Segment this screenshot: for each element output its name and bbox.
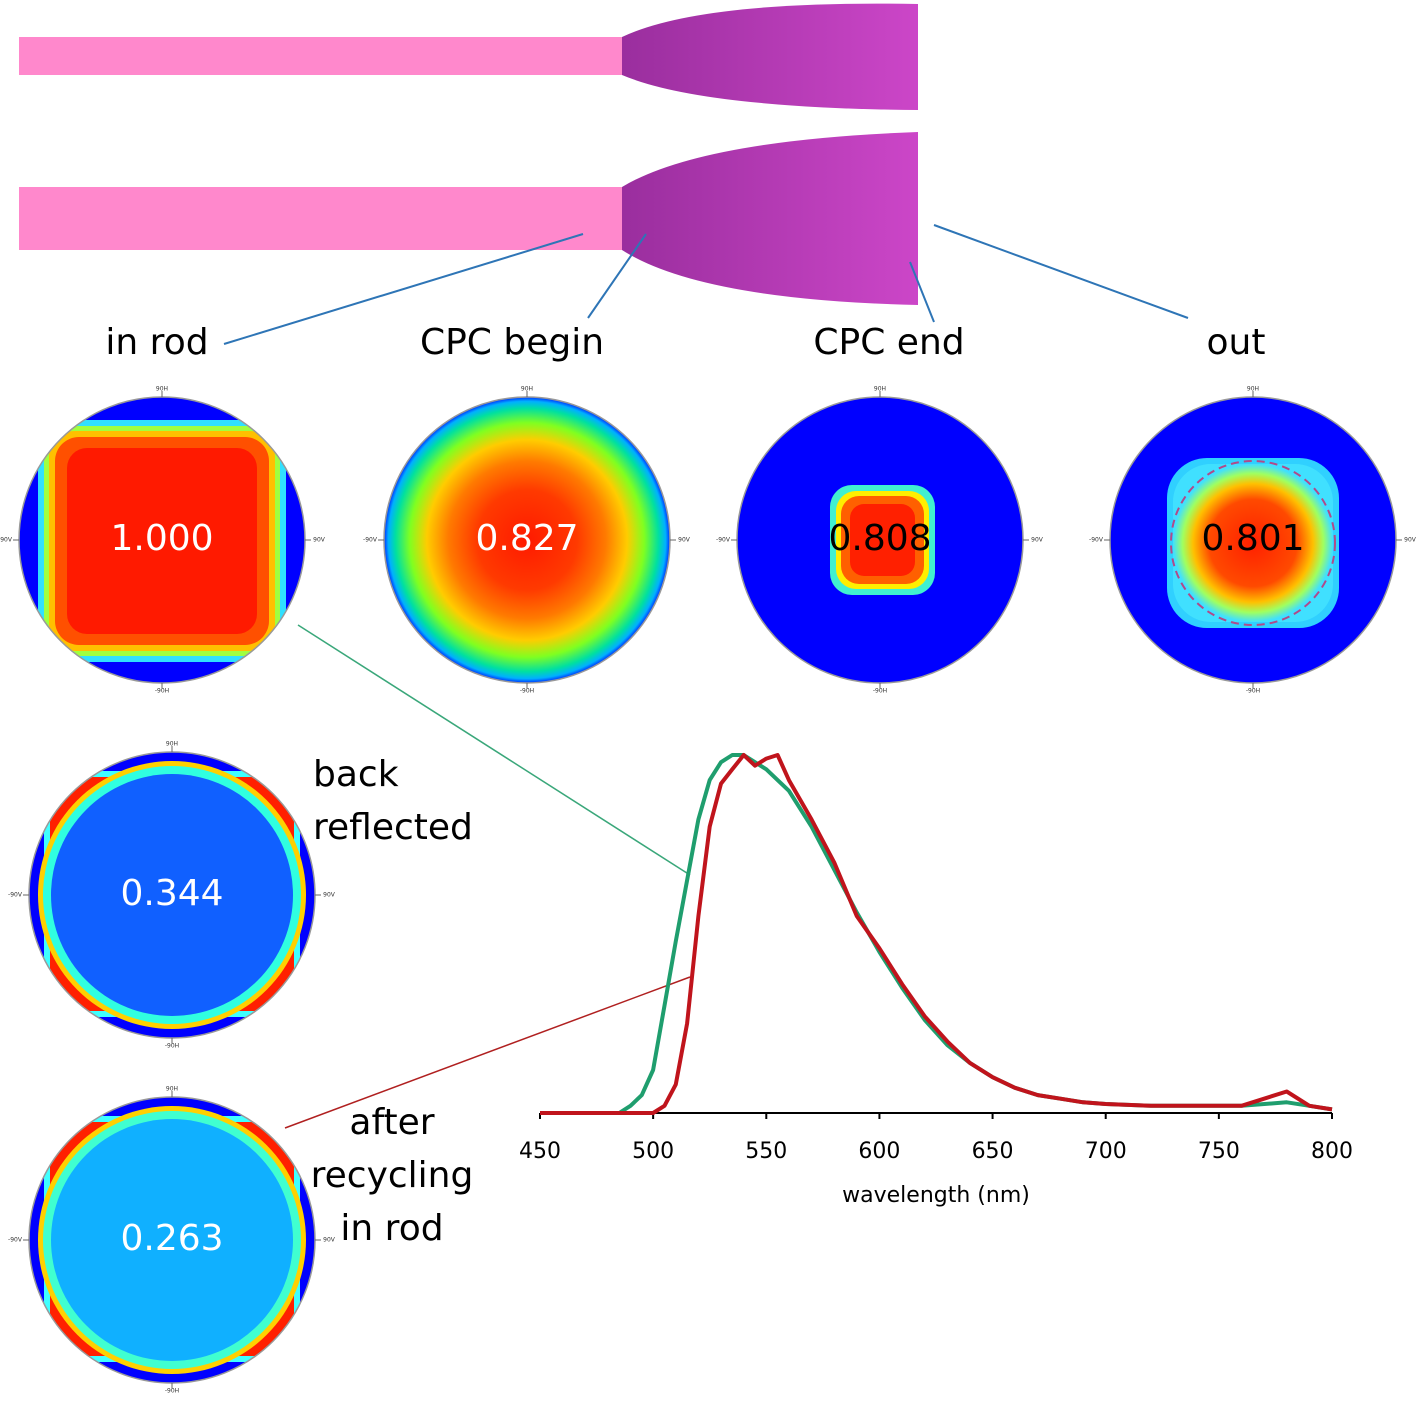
polar-axis-label: 90H	[166, 1086, 178, 1093]
polar-value: 0.344	[120, 873, 223, 914]
polar-plot: 0.344 90H -90H -90V 90V	[8, 741, 336, 1050]
x-axis-title: wavelength (nm)	[842, 1183, 1030, 1208]
stage-label: in rod	[105, 322, 208, 363]
cpc	[622, 3, 918, 110]
polar-value: 0.827	[475, 518, 578, 559]
polar-axis-label: -90V	[0, 537, 13, 544]
polar-axis-label: 90H	[156, 386, 168, 393]
x-tick-label: 500	[632, 1139, 674, 1164]
polar-axis-label: 90V	[323, 1237, 336, 1244]
polar-plot: 0.827 90H -90H -90V 90V	[363, 386, 691, 695]
polar-axis-label: 90V	[1031, 537, 1044, 544]
spectrum-line	[540, 753, 1333, 1115]
polar-axis-label: -90H	[1246, 688, 1260, 695]
polar-axis-label: -90V	[716, 537, 731, 544]
polar-axis-label: 90H	[166, 741, 178, 748]
spectrum-line	[540, 753, 1333, 1115]
rod	[19, 187, 622, 250]
polar-axis-label: -90V	[1089, 537, 1104, 544]
polar-axis-label: -90H	[165, 1388, 179, 1395]
stage-label: CPC end	[813, 322, 964, 363]
polar-value: 0.808	[828, 518, 931, 559]
polar-plot: 1.000 90H -90H -90V 90V	[0, 386, 326, 695]
polar-axis-label: 90H	[874, 386, 886, 393]
stage-label: CPC begin	[420, 322, 604, 363]
side-label: recycling	[311, 1155, 474, 1196]
side-label: back	[313, 754, 399, 795]
leader-line	[284, 976, 691, 1129]
x-tick-label: 550	[745, 1139, 787, 1164]
side-label: in rod	[340, 1208, 443, 1249]
polar-plot: 0.263 90H -90H -90V 90V	[8, 1086, 336, 1395]
stage-label: out	[1207, 322, 1266, 363]
leader-line	[297, 624, 691, 876]
polar-axis-label: 90V	[313, 537, 326, 544]
leader-lines	[223, 224, 1189, 345]
cpc	[622, 132, 918, 305]
polar-axis-label: -90V	[8, 892, 23, 899]
side-label: reflected	[313, 807, 473, 848]
x-tick-label: 750	[1198, 1139, 1240, 1164]
side-label: after	[349, 1102, 434, 1143]
polar-axis-label: -90H	[520, 688, 534, 695]
polar-axis-label: 90H	[1247, 386, 1259, 393]
polar-plot: 0.808 90H -90H -90V 90V	[716, 386, 1044, 695]
polar-axis-label: -90H	[873, 688, 887, 695]
x-tick-label: 700	[1085, 1139, 1127, 1164]
polar-axis-label: -90V	[8, 1237, 23, 1244]
polar-axis-label: 90H	[521, 386, 533, 393]
polar-axis-label: -90H	[165, 1043, 179, 1050]
polar-value: 0.263	[120, 1218, 223, 1259]
rod	[19, 37, 622, 75]
polar-value: 0.801	[1201, 518, 1304, 559]
x-tick-label: 650	[972, 1139, 1014, 1164]
polar-axis-label: 90V	[678, 537, 691, 544]
polar-axis-label: -90H	[155, 688, 169, 695]
x-tick-label: 600	[858, 1139, 900, 1164]
polar-axis-label: -90V	[363, 537, 378, 544]
polar-axis-label: 90V	[1404, 537, 1417, 544]
polar-plot: 0.801 90H -90H -90V 90V	[1089, 386, 1417, 695]
polar-axis-label: 90V	[323, 892, 336, 899]
polar-value: 1.000	[110, 518, 213, 559]
x-tick-label: 450	[519, 1139, 561, 1164]
spectrum-chart: wavelength (nm) 450 500 550 600 650 700 750 800	[519, 753, 1353, 1208]
x-tick-label: 800	[1311, 1139, 1353, 1164]
